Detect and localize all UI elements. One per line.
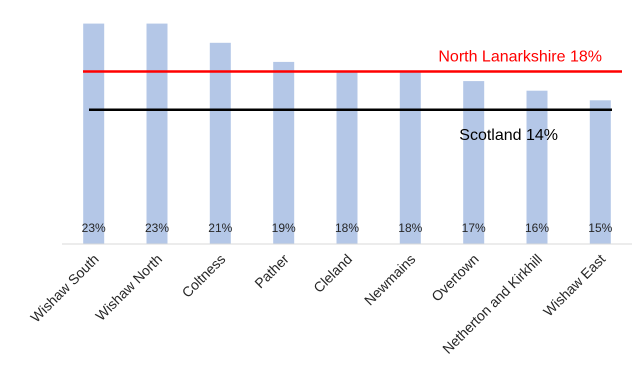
x-tick-label: Coltness — [179, 251, 229, 301]
reference-line-label: Scotland 14% — [459, 127, 558, 144]
data-label: 21% — [208, 221, 232, 235]
bar-coltness — [209, 42, 231, 245]
bar-wishaw-north — [146, 23, 168, 244]
x-tick-label: Cleland — [310, 251, 355, 296]
bar-netherton-and-kirkhill — [526, 90, 548, 244]
bar-wishaw-east — [589, 100, 611, 245]
data-label: 23% — [145, 221, 169, 235]
data-label: 18% — [335, 221, 359, 235]
x-tick-label: Wishaw South — [27, 251, 102, 326]
reference-lines-layer: North Lanarkshire 18% Scotland 14% — [83, 49, 622, 144]
x-tick-label: Wishaw East — [540, 251, 609, 320]
data-label: 19% — [272, 221, 296, 235]
data-label: 23% — [82, 221, 106, 235]
bar-newmains — [399, 71, 421, 244]
x-tick-label: Pather — [251, 251, 292, 292]
bar-overtown — [463, 81, 485, 244]
data-label: 17% — [462, 221, 486, 235]
x-tick-label: Overtown — [428, 251, 482, 305]
bars-layer — [83, 23, 611, 245]
x-tick-label: Wishaw North — [92, 251, 165, 324]
bar-pather — [273, 61, 295, 245]
reference-line-label: North Lanarkshire 18% — [438, 49, 602, 66]
bar-wishaw-south — [83, 23, 105, 244]
data-labels-layer: 23% 23% 21% 19% 18% 18% 17% 16% 15% — [82, 221, 613, 235]
data-label: 16% — [525, 221, 549, 235]
data-label: 15% — [588, 221, 612, 235]
data-label: 18% — [398, 221, 422, 235]
bar-cleland — [336, 71, 358, 244]
x-tick-label: Newmains — [361, 251, 419, 309]
